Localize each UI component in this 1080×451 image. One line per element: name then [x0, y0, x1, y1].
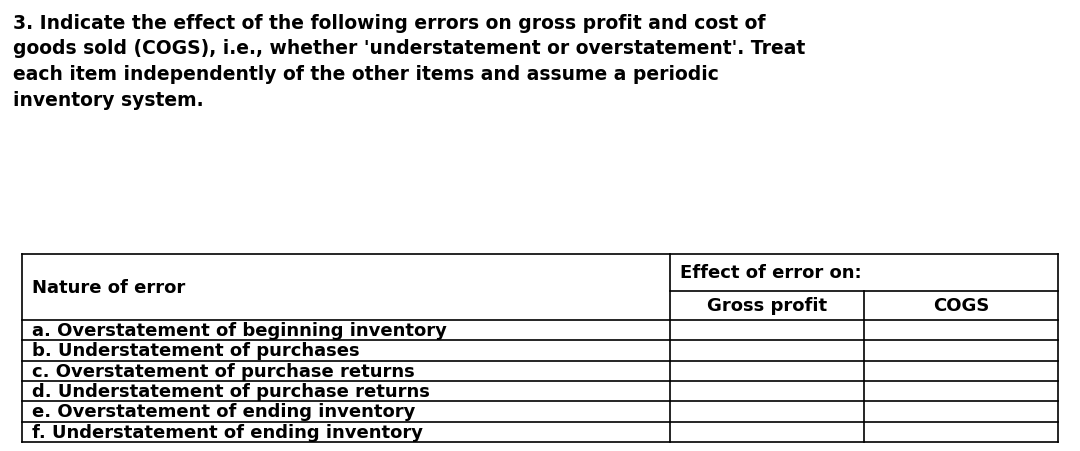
Text: f. Understatement of ending inventory: f. Understatement of ending inventory [32, 423, 423, 441]
Text: b. Understatement of purchases: b. Understatement of purchases [32, 342, 360, 359]
Text: 3. Indicate the effect of the following errors on gross profit and cost of
goods: 3. Indicate the effect of the following … [13, 14, 806, 110]
Text: COGS: COGS [933, 297, 989, 314]
Text: Nature of error: Nature of error [32, 279, 186, 296]
Text: a. Overstatement of beginning inventory: a. Overstatement of beginning inventory [32, 322, 447, 339]
Text: c. Overstatement of purchase returns: c. Overstatement of purchase returns [32, 362, 415, 380]
Text: d. Understatement of purchase returns: d. Understatement of purchase returns [32, 382, 430, 400]
Text: Effect of error on:: Effect of error on: [680, 264, 862, 282]
Text: e. Overstatement of ending inventory: e. Overstatement of ending inventory [32, 403, 416, 420]
Text: Gross profit: Gross profit [706, 297, 827, 314]
